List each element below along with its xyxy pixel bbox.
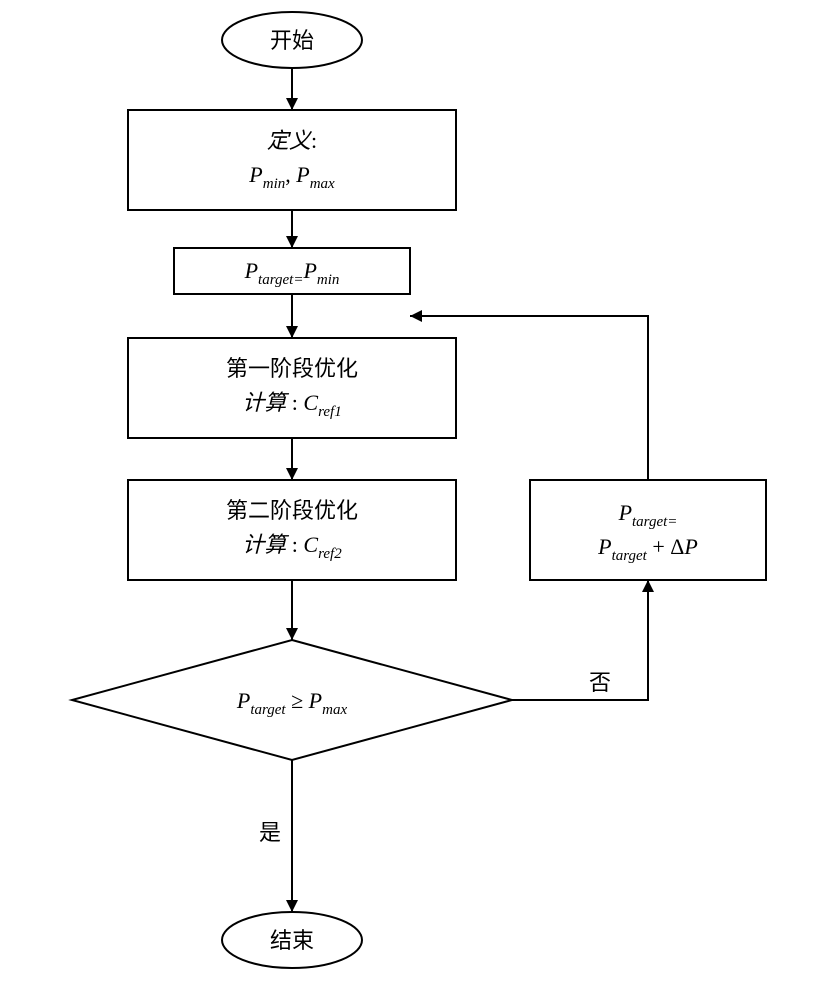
start-label: 开始	[270, 28, 314, 53]
edge-label-6: 否	[589, 670, 611, 695]
stage2-node: 第二阶段优化计算 : Cref2	[128, 480, 456, 580]
define-node: 定义: Pmin, Pmax	[128, 110, 456, 210]
assign-node: Ptarget=Pmin	[174, 248, 410, 294]
update-line2: Ptarget + ΔP	[597, 534, 698, 564]
stage2-node-calc: 计算 : Cref2	[242, 532, 342, 562]
edge-6: 否	[512, 580, 654, 700]
edge-2	[286, 294, 298, 338]
edge-4	[286, 580, 298, 640]
define-title: 定义:	[267, 128, 317, 153]
start-node: 开始	[222, 12, 362, 68]
end-node: 结束	[222, 912, 362, 968]
update-line1: Ptarget=	[618, 500, 678, 530]
edge-3	[286, 438, 298, 480]
edge-0	[286, 68, 298, 110]
end-label: 结束	[270, 928, 314, 953]
edge-7	[410, 310, 648, 480]
edge-label-5: 是	[259, 820, 281, 845]
define-params: Pmin, Pmax	[248, 162, 335, 192]
update-node: Ptarget= Ptarget + ΔP	[530, 480, 766, 580]
stage1-node-title: 第一阶段优化	[226, 356, 358, 381]
edge-1	[286, 210, 298, 248]
decision-node: Ptarget ≥ Pmax	[72, 640, 512, 760]
stage1-node: 第一阶段优化计算 : Cref1	[128, 338, 456, 438]
assign-expr: Ptarget=Pmin	[244, 258, 340, 288]
decision-expr: Ptarget ≥ Pmax	[236, 688, 348, 718]
stage2-node-title: 第二阶段优化	[226, 498, 358, 523]
stage1-node-calc: 计算 : Cref1	[242, 390, 341, 420]
edge-5: 是	[259, 760, 298, 912]
